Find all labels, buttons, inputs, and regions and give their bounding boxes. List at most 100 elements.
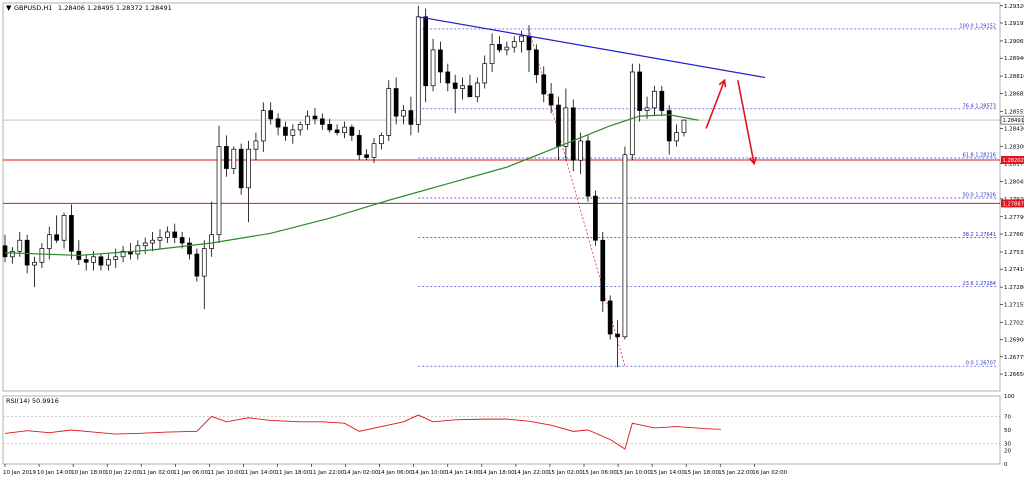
- candle-bull: [578, 140, 583, 161]
- candle-bull: [415, 16, 421, 125]
- time-tick-label: 11 Jan 02:00: [139, 470, 174, 476]
- fibonacci-retracement: 100.0 1.29152 76.4 1.28573 61.8 1.28216 50.…: [418, 23, 997, 367]
- candle-bull: [489, 44, 495, 65]
- candle-bear: [467, 85, 473, 98]
- symbol-title: GBPUSD,H1: [14, 4, 52, 12]
- candle-bull: [305, 115, 310, 125]
- price-tick-label: 1.28300: [1004, 144, 1024, 150]
- price-tick-label: 1.26650: [1004, 372, 1024, 378]
- candle-bull: [652, 90, 657, 109]
- projection-arrow-head: [718, 78, 727, 88]
- candle-bear: [570, 107, 576, 161]
- candle-bear: [423, 16, 429, 87]
- ohlc-readout: 1.28406 1.28495 1.28372 1.28491: [58, 4, 172, 12]
- candle-bull: [430, 49, 436, 87]
- candle-bull: [135, 245, 141, 255]
- price-tick-label: 1.27280: [1004, 285, 1024, 291]
- time-tick-label: 14 Jan 06:00: [378, 470, 413, 476]
- time-tick-label: 11 Jan 18:00: [275, 470, 310, 476]
- candle-bull: [61, 215, 67, 241]
- candle-bull: [246, 148, 251, 189]
- trendline: [418, 16, 766, 79]
- price-tick-label: 1.29065: [1004, 39, 1024, 45]
- rsi-tick-label: 30: [1004, 442, 1011, 448]
- candle-bear: [349, 126, 355, 136]
- projection-arrow-line: [705, 79, 726, 129]
- candle-bear: [548, 93, 554, 106]
- candle-bear: [534, 49, 539, 76]
- candle-bull: [105, 259, 111, 266]
- candle-bear: [438, 49, 443, 73]
- candle-bull: [674, 132, 679, 142]
- candle-bull: [644, 107, 650, 111]
- candle-bull: [260, 110, 266, 142]
- current-price-label: 1.28491: [1003, 118, 1024, 124]
- time-tick-label: 15 Jan 06:00: [582, 470, 617, 476]
- projection-arrows: [705, 78, 757, 166]
- candle-bull: [629, 71, 635, 156]
- fib-level-label: 50.0 1.27926: [963, 193, 996, 199]
- candle-bull: [46, 234, 52, 249]
- candle-bear: [497, 44, 502, 51]
- candle-bear: [585, 140, 591, 197]
- candle-bear: [224, 146, 229, 169]
- candle-bear: [2, 245, 8, 258]
- rsi-tick-label: 0: [1004, 462, 1008, 468]
- price-tick-label: 1.27155: [1004, 302, 1024, 308]
- price-tick-label: 1.26900: [1004, 338, 1024, 344]
- candle-bear: [283, 126, 288, 136]
- candlesticks: [2, 5, 687, 368]
- candle-bull: [157, 237, 163, 241]
- candle-bull: [511, 41, 517, 48]
- rsi-panel-frame: [2, 395, 1001, 465]
- candle-bull: [371, 143, 377, 158]
- price-tick-label: 1.29195: [1004, 21, 1024, 27]
- candle-bull: [10, 250, 15, 258]
- candle-bear: [179, 237, 185, 244]
- price-tick-label: 1.26775: [1004, 355, 1024, 361]
- candle-bear: [327, 124, 333, 131]
- candle-bull: [32, 261, 37, 266]
- fib-level-label: 76.4 1.28573: [963, 103, 996, 109]
- projection-arrow-line: [737, 80, 755, 164]
- candle-bear: [637, 71, 643, 111]
- candle-bear: [268, 110, 274, 120]
- candle-bull: [519, 35, 524, 42]
- time-tick-label: 10 Jan 18:00: [71, 470, 106, 476]
- support-lines: 1.28202 1.27887 1.28491: [3, 115, 1024, 208]
- candle-bull: [120, 250, 126, 258]
- candle-bear: [319, 118, 325, 125]
- candle-bear: [364, 154, 369, 158]
- candle-bear: [172, 231, 178, 238]
- candle-bull: [253, 140, 259, 150]
- candle-bull: [460, 85, 465, 89]
- price-tick-label: 1.28555: [1004, 109, 1024, 115]
- fib-level-label: 23.6 1.27284: [963, 281, 996, 287]
- price-tick-label: 1.28175: [1004, 162, 1024, 168]
- candle-bull: [91, 256, 96, 263]
- candle-bear: [526, 35, 532, 51]
- candle-bear: [445, 71, 451, 84]
- price-axis: 1.29320 1.29195 1.29065 1.28940 1.28810 1.286…: [1000, 4, 1024, 378]
- chart-dropdown-icon[interactable]: ▼: [6, 4, 12, 12]
- trendline-line: [418, 16, 766, 79]
- candle-bull: [401, 110, 406, 117]
- candle-bear: [452, 82, 458, 89]
- candle-bull: [231, 148, 237, 169]
- candle-bull: [681, 119, 687, 134]
- candle-bull: [504, 46, 510, 51]
- rsi-title: RSI(14) 50.9916: [6, 397, 59, 405]
- candle-bear: [69, 215, 74, 252]
- candle-bear: [593, 195, 598, 241]
- support-price-tag: [1001, 199, 1024, 208]
- time-tick-label: 15 Jan 14:00: [650, 470, 685, 476]
- time-tick-label: 14 Jan 18:00: [480, 470, 515, 476]
- support-price-label: 1.28202: [1003, 158, 1024, 164]
- candle-bear: [54, 234, 60, 241]
- candle-bull: [342, 126, 347, 134]
- fib-level-label: 38.2 1.27641: [963, 232, 996, 238]
- price-tick-label: 1.28430: [1004, 127, 1024, 133]
- candle-bear: [600, 239, 606, 302]
- candle-bear: [312, 115, 318, 120]
